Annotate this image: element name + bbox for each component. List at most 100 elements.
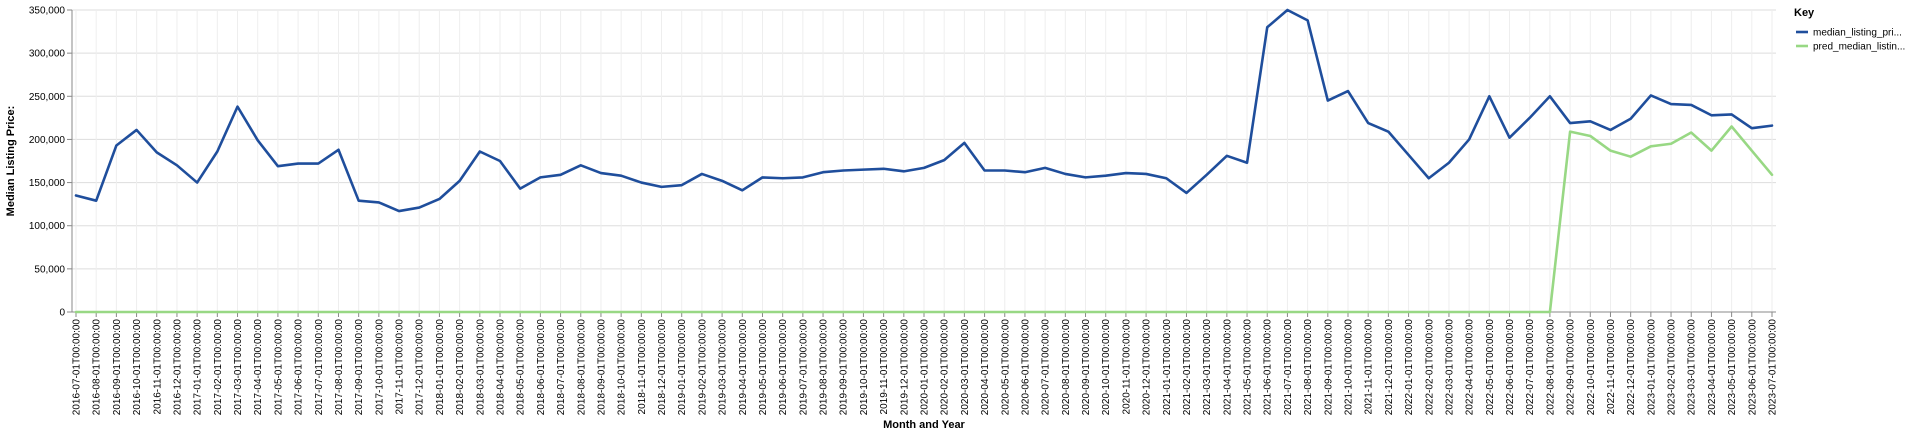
x-tick-label: 2019-01-01T00:00:00 [677,319,688,416]
x-tick-label: 2019-07-01T00:00:00 [798,319,809,416]
x-tick-label: 2019-08-01T00:00:00 [819,319,830,416]
y-tick-label: 50,000 [34,264,65,275]
x-tick-label: 2019-10-01T00:00:00 [859,319,870,416]
x-tick-label: 2017-02-01T00:00:00 [213,319,224,416]
x-tick-label: 2019-03-01T00:00:00 [718,319,729,416]
x-tick-label: 2018-10-01T00:00:00 [617,319,628,416]
legend-label: pred_median_listin... [1813,42,1905,53]
x-tick-label: 2018-08-01T00:00:00 [576,319,587,416]
x-tick-label: 2021-06-01T00:00:00 [1263,319,1274,416]
x-tick-label: 2018-01-01T00:00:00 [435,319,446,416]
x-tick-label: 2019-05-01T00:00:00 [758,319,769,416]
x-tick-label: 2018-09-01T00:00:00 [596,319,607,416]
y-tick-label: 150,000 [29,178,66,189]
legend-label: median_listing_pri... [1813,28,1902,39]
x-tick-label: 2017-03-01T00:00:00 [233,319,244,416]
y-axis-title: Median Listing Price: [5,106,17,217]
x-axis-title: Month and Year [883,419,965,431]
x-tick-label: 2016-12-01T00:00:00 [172,319,183,416]
x-tick-label: 2018-11-01T00:00:00 [637,319,648,415]
x-tick-label: 2019-12-01T00:00:00 [899,319,910,416]
x-tick-label: 2023-06-01T00:00:00 [1747,319,1758,416]
series-line-2 [74,125,1774,314]
x-tick-label: 2021-05-01T00:00:00 [1243,319,1254,416]
x-tick-label: 2018-04-01T00:00:00 [496,319,507,416]
x-tick-label: 2019-04-01T00:00:00 [738,319,749,416]
x-tick-label: 2020-09-01T00:00:00 [1081,319,1092,416]
x-tick-label: 2021-04-01T00:00:00 [1222,319,1233,416]
x-tick-label: 2020-06-01T00:00:00 [1020,319,1031,416]
x-tick-label: 2020-04-01T00:00:00 [980,319,991,416]
x-tick-label: 2023-07-01T00:00:00 [1768,319,1779,416]
x-tick-label: 2016-10-01T00:00:00 [132,319,143,416]
legend: Key median_listing_pri... pred_median_lis… [1794,7,1905,53]
x-tick-label: 2021-12-01T00:00:00 [1384,319,1395,416]
legend-title: Key [1794,7,1815,19]
x-tick-label: 2019-06-01T00:00:00 [778,319,789,416]
x-tick-label: 2022-05-01T00:00:00 [1485,319,1496,416]
x-tick-label: 2018-05-01T00:00:00 [516,319,527,416]
x-tick-label: 2023-02-01T00:00:00 [1667,319,1678,416]
x-tick-label: 2016-09-01T00:00:00 [112,319,123,416]
x-tick-label: 2022-01-01T00:00:00 [1404,319,1415,416]
x-tick-label: 2020-03-01T00:00:00 [960,319,971,416]
x-tick-label: 2020-08-01T00:00:00 [1061,319,1072,416]
x-tick-label: 2016-08-01T00:00:00 [92,319,103,416]
x-tick-label: 2018-02-01T00:00:00 [455,319,466,416]
y-tick-label: 200,000 [29,135,66,146]
x-tick-label: 2018-06-01T00:00:00 [536,319,547,416]
y-tick-label: 250,000 [29,92,66,103]
x-tick-label: 2021-03-01T00:00:00 [1202,319,1213,416]
x-tick-label: 2019-09-01T00:00:00 [839,319,850,416]
x-tick-label: 2022-07-01T00:00:00 [1525,319,1536,416]
x-tick-label: 2022-03-01T00:00:00 [1444,319,1455,416]
x-tick-label: 2021-08-01T00:00:00 [1303,319,1314,416]
x-tick-label: 2020-11-01T00:00:00 [1121,319,1132,415]
axes: 0 50,000 100,000 150,000 200,000 250,000 300,0… [29,6,1779,416]
x-tick-label: 2020-02-01T00:00:00 [940,319,951,416]
x-tick-label: 2017-11-01T00:00:00 [395,319,406,415]
x-tick-label: 2021-11-01T00:00:00 [1364,319,1375,415]
x-tick-label: 2017-10-01T00:00:00 [374,319,385,416]
x-tick-label: 2018-12-01T00:00:00 [657,319,668,416]
x-tick-label: 2017-04-01T00:00:00 [253,319,264,416]
x-tick-label: 2022-12-01T00:00:00 [1626,319,1637,416]
y-tick-label: 300,000 [29,49,66,60]
x-tick-label: 2021-01-01T00:00:00 [1162,319,1173,416]
x-tick-label: 2017-07-01T00:00:00 [314,319,325,416]
y-tick-label: 100,000 [29,221,66,232]
x-tick-label: 2017-12-01T00:00:00 [415,319,426,416]
x-tick-label: 2022-06-01T00:00:00 [1505,319,1516,416]
x-tick-label: 2022-04-01T00:00:00 [1465,319,1476,416]
x-tick-label: 2017-01-01T00:00:00 [193,319,204,416]
x-tick-label: 2021-07-01T00:00:00 [1283,319,1294,416]
x-tick-label: 2022-02-01T00:00:00 [1424,319,1435,416]
x-tick-label: 2018-07-01T00:00:00 [556,319,567,416]
x-tick-label: 2020-07-01T00:00:00 [1041,319,1052,416]
x-tick-label: 2023-05-01T00:00:00 [1727,319,1738,416]
x-tick-label: 2020-05-01T00:00:00 [1000,319,1011,416]
series-line-1 [74,8,1774,213]
x-tick-label: 2021-10-01T00:00:00 [1344,319,1355,416]
x-tick-label: 2022-09-01T00:00:00 [1566,319,1577,416]
x-tick-label: 2017-05-01T00:00:00 [273,319,284,416]
grid [72,9,1776,313]
y-tick-label: 350,000 [29,6,66,17]
x-tick-label: 2017-08-01T00:00:00 [334,319,345,416]
x-tick-label: 2017-09-01T00:00:00 [354,319,365,416]
x-tick-label: 2016-11-01T00:00:00 [152,319,163,415]
x-tick-label: 2016-07-01T00:00:00 [72,319,83,416]
x-tick-label: 2023-01-01T00:00:00 [1646,319,1657,416]
x-tick-label: 2021-02-01T00:00:00 [1182,319,1193,416]
x-tick-label: 2020-01-01T00:00:00 [920,319,931,416]
x-tick-label: 2022-11-01T00:00:00 [1606,319,1617,415]
x-tick-label: 2021-09-01T00:00:00 [1323,319,1334,416]
x-tick-label: 2022-08-01T00:00:00 [1545,319,1556,416]
x-tick-label: 2018-03-01T00:00:00 [475,319,486,416]
x-tick-label: 2017-06-01T00:00:00 [294,319,305,416]
y-tick-label: 0 [59,308,65,319]
x-tick-label: 2022-10-01T00:00:00 [1586,319,1597,416]
x-tick-label: 2019-11-01T00:00:00 [879,319,890,415]
